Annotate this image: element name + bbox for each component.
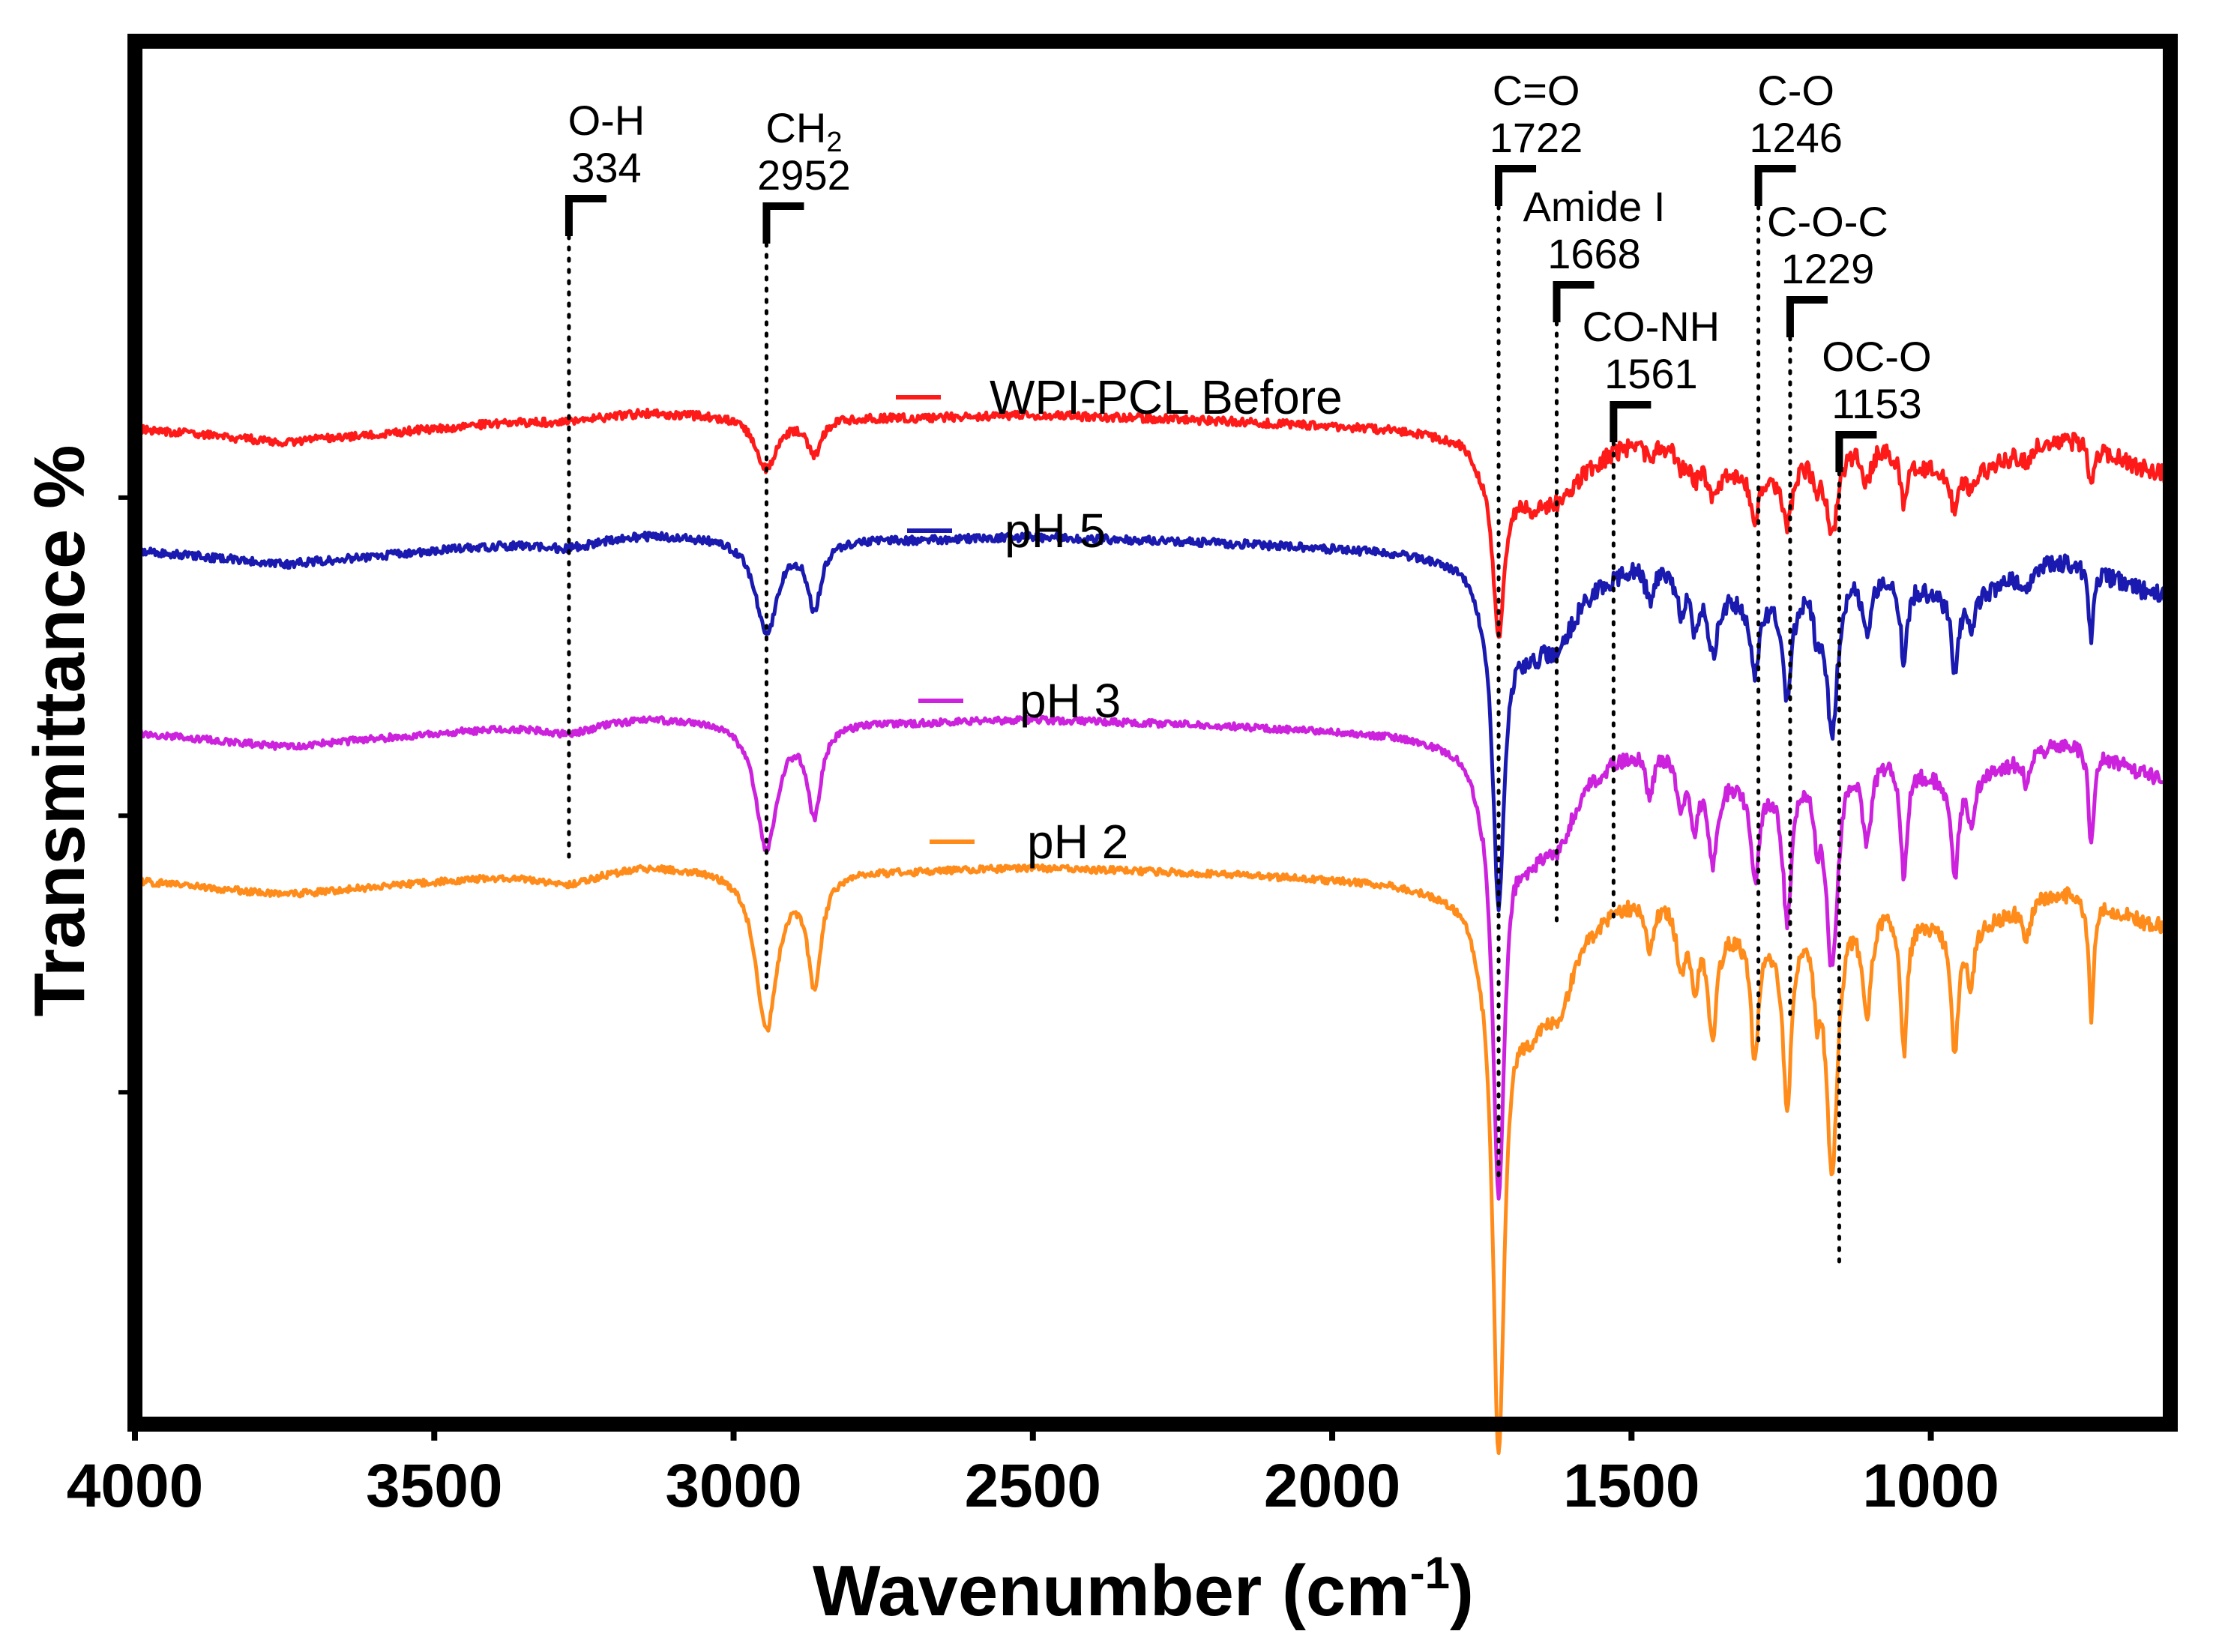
annotation-bracket — [564, 195, 606, 236]
annotation-value: 334 — [571, 144, 641, 191]
annotation-label: C=O — [1493, 67, 1580, 114]
annotation-value: 1722 — [1490, 114, 1583, 161]
x-tick-label: 2500 — [965, 1452, 1101, 1520]
x-axis-ticks: 4000 3500 3000 2500 2000 1500 1000 — [67, 495, 1999, 1520]
annotation-bracket — [1610, 401, 1652, 442]
series-line-ph-5 — [133, 530, 2173, 912]
annotation-label-text: CH — [765, 104, 826, 151]
x-axis-label: Wavenumber (cm-1) — [813, 1548, 1474, 1631]
annotation-label-text: OC-O — [1822, 333, 1931, 380]
annotation-value: 1246 — [1749, 114, 1843, 161]
annotation-label: OC-O — [1822, 333, 1931, 380]
x-tick-label: 4000 — [67, 1452, 203, 1520]
annotation-bracket — [1786, 296, 1828, 337]
x-axis-label-close: ) — [1450, 1551, 1474, 1631]
annotation-label: C-O-C — [1767, 198, 1888, 245]
annotation-label-text: O-H — [568, 97, 645, 144]
legend-label: WPI-PCL Before — [990, 370, 1343, 424]
legend-label: pH 2 — [1027, 815, 1128, 869]
annotation-bracket — [1553, 281, 1595, 322]
legend-label: pH 5 — [1005, 504, 1106, 558]
x-tick-label: 1500 — [1563, 1452, 1699, 1520]
series-line-wpi-pcl-before — [133, 407, 2173, 639]
annotation-label-text: C-O-C — [1767, 198, 1888, 245]
x-tick-label: 2000 — [1264, 1452, 1400, 1520]
x-tick-label: 1000 — [1862, 1452, 1999, 1520]
legend-label: pH 3 — [1020, 674, 1121, 728]
annotation-label-text: CO-NH — [1583, 303, 1720, 350]
annotation-value: 1153 — [1831, 380, 1921, 427]
annotation-label-text: Amide I — [1523, 183, 1666, 230]
legend: WPI-PCL Before pH 5 pH 3 pH 2 — [896, 370, 1343, 869]
annotation-value: 2952 — [757, 151, 851, 199]
annotation-bracket — [1835, 431, 1877, 472]
x-axis-label-sup: -1 — [1410, 1548, 1450, 1598]
series-line-ph-3 — [133, 714, 2173, 1201]
series-line-ph-2 — [134, 863, 2173, 1456]
annotation-label: O-H — [568, 97, 645, 144]
x-tick-label: 3000 — [665, 1452, 801, 1520]
annotation-bracket — [762, 202, 804, 244]
annotation-bracket — [1754, 165, 1796, 206]
annotation-label-text: C-O — [1757, 67, 1834, 114]
x-axis-label-main: Wavenumber (cm — [813, 1551, 1410, 1631]
y-axis-label: Transmittance % — [19, 445, 100, 1017]
x-tick-label: 3500 — [366, 1452, 502, 1520]
series-group — [133, 407, 2173, 1456]
annotation-label: CO-NH — [1583, 303, 1720, 350]
annotation-label-subscript: 2 — [826, 127, 842, 158]
annotation-value: 1229 — [1781, 245, 1875, 292]
annotation-label-text: C=O — [1493, 67, 1580, 114]
annotation-value: 1668 — [1547, 230, 1641, 277]
annotation-bracket — [1495, 165, 1537, 206]
annotation-value: 1561 — [1604, 350, 1698, 397]
annotation-label: Amide I — [1523, 183, 1666, 230]
annotation-label: C-O — [1757, 67, 1834, 114]
plot-frame — [127, 34, 2178, 1432]
annotation-label: CH2 — [765, 104, 842, 158]
